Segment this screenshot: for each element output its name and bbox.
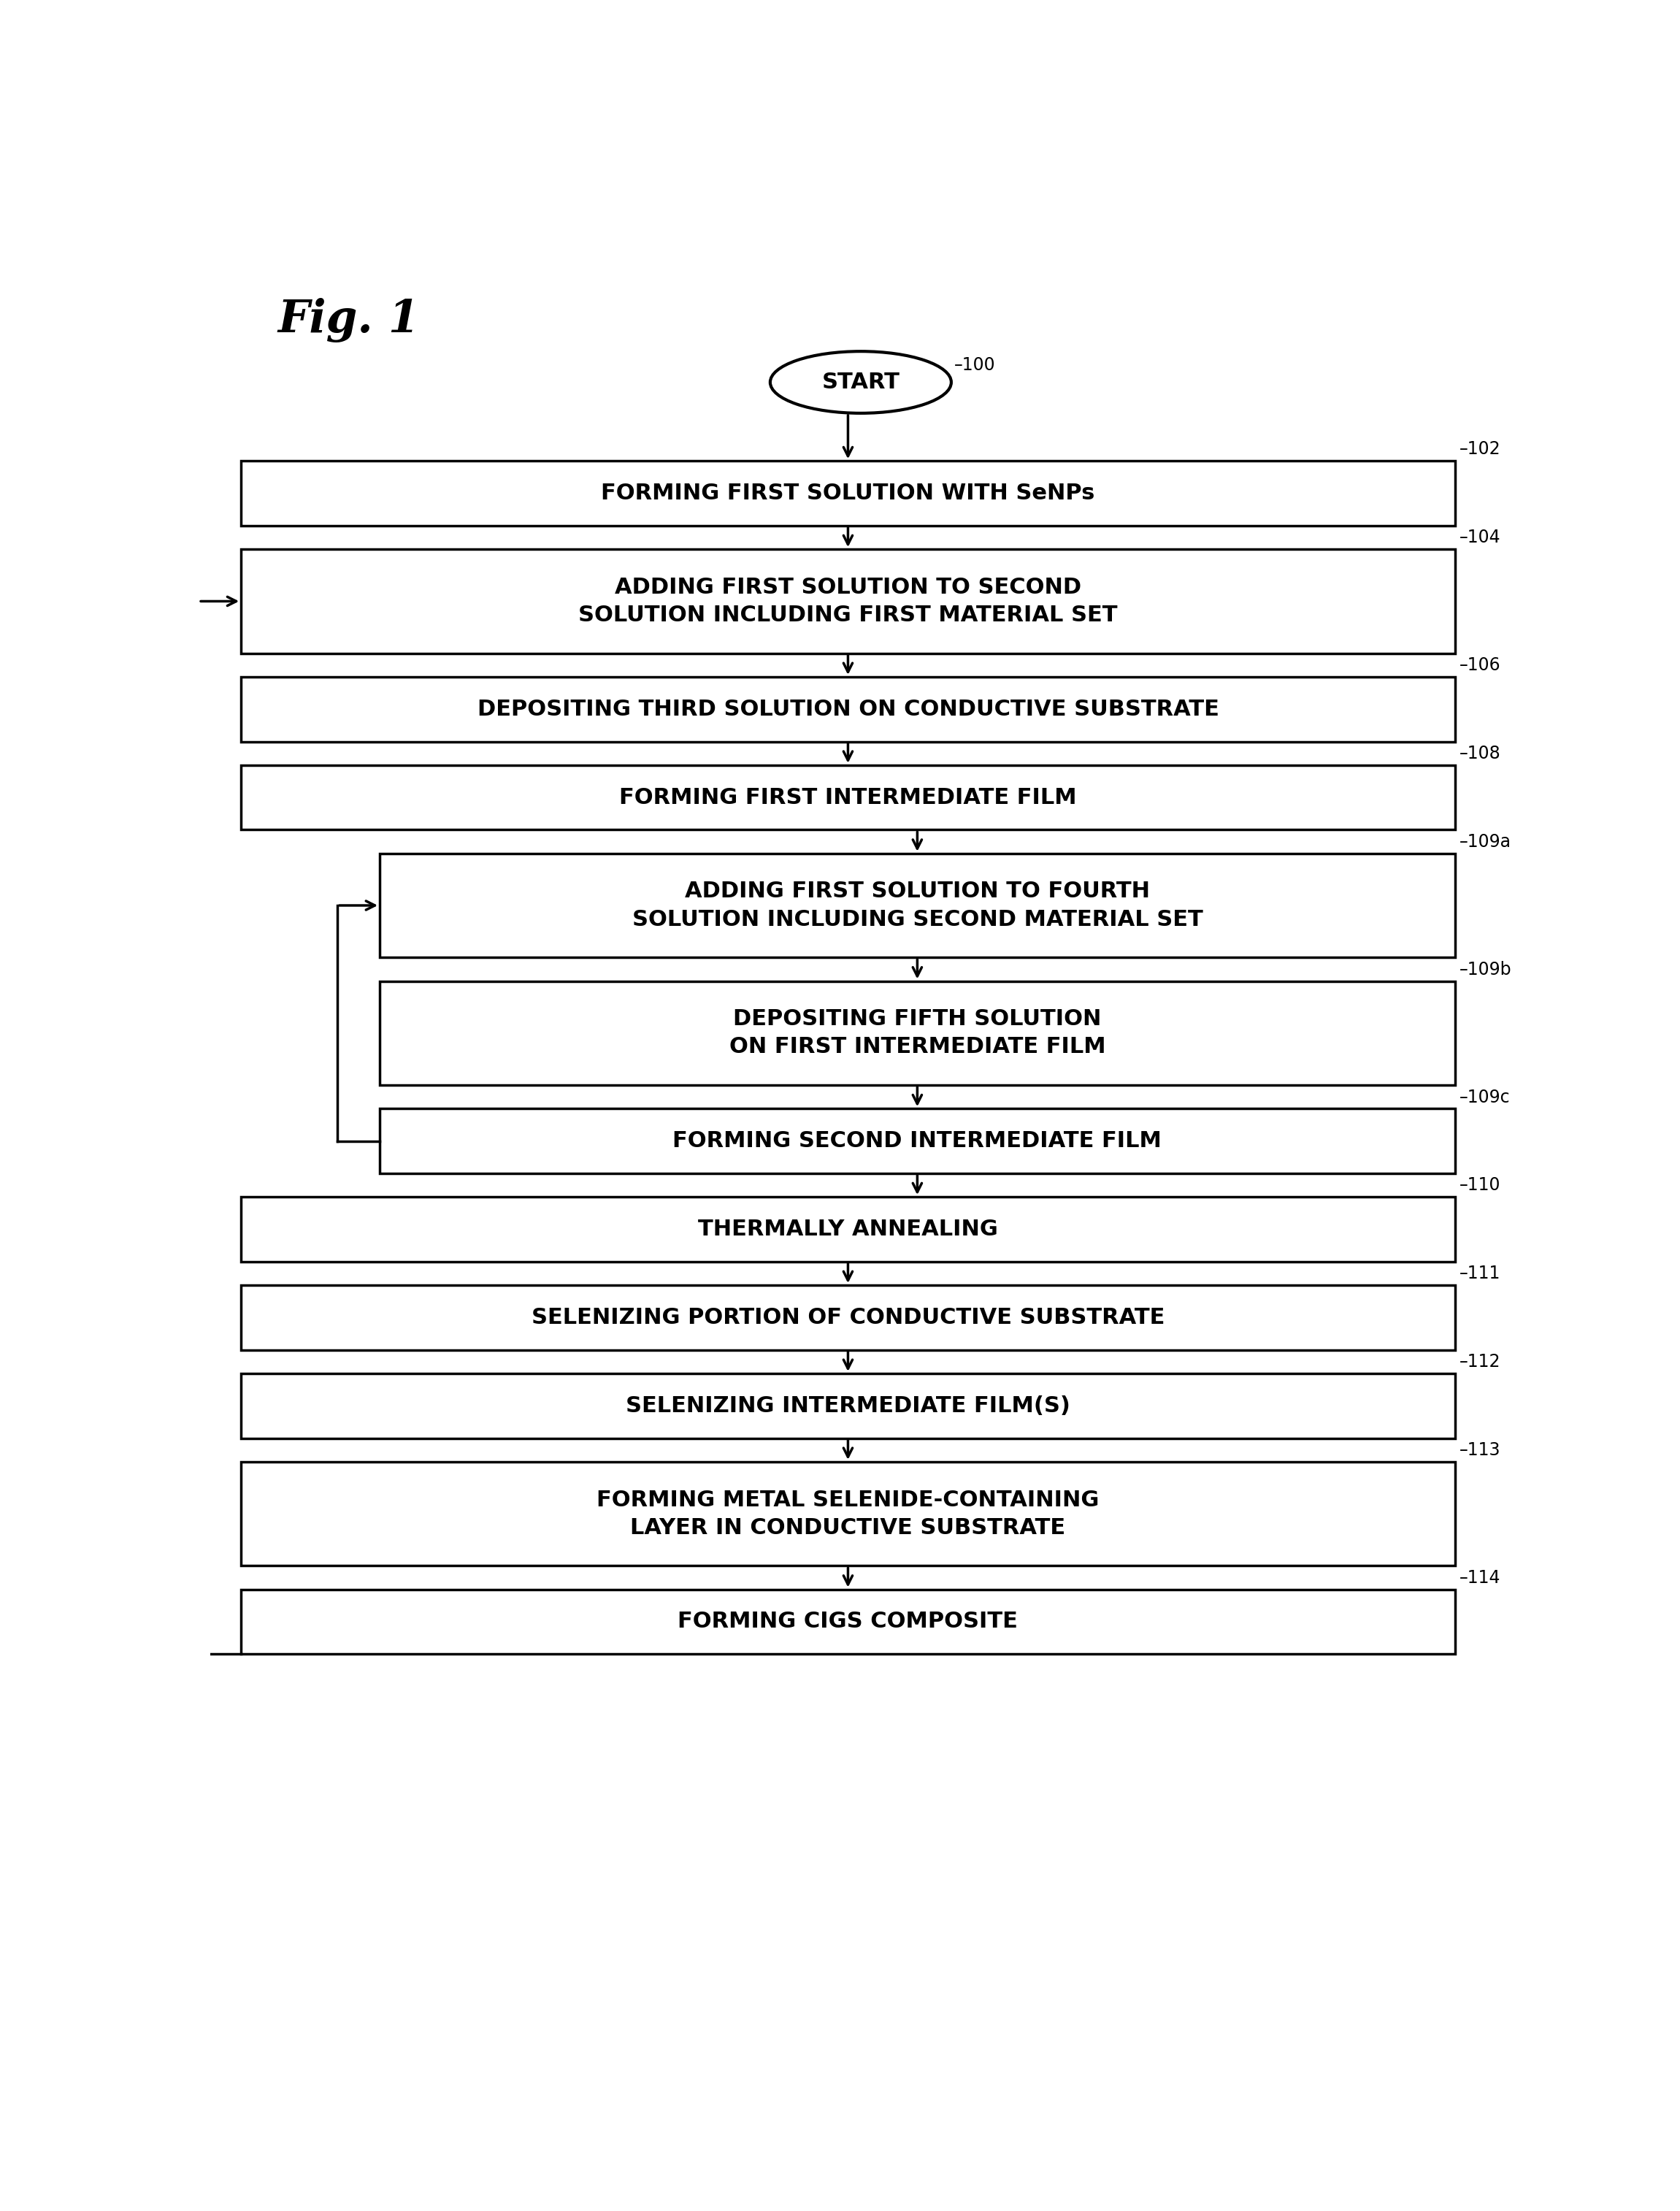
FancyBboxPatch shape	[242, 765, 1455, 829]
FancyBboxPatch shape	[242, 1285, 1455, 1351]
Text: FORMING FIRST INTERMEDIATE FILM: FORMING FIRST INTERMEDIATE FILM	[620, 787, 1077, 807]
FancyBboxPatch shape	[242, 1196, 1455, 1262]
Text: –102: –102	[1460, 440, 1500, 458]
Text: –112: –112	[1460, 1353, 1500, 1371]
Text: FORMING SECOND INTERMEDIATE FILM: FORMING SECOND INTERMEDIATE FILM	[672, 1130, 1163, 1152]
Text: START: START	[822, 371, 900, 394]
Text: –106: –106	[1460, 657, 1500, 674]
Text: –109a: –109a	[1460, 834, 1512, 851]
FancyBboxPatch shape	[242, 548, 1455, 652]
FancyBboxPatch shape	[242, 677, 1455, 741]
Text: SELENIZING PORTION OF CONDUCTIVE SUBSTRATE: SELENIZING PORTION OF CONDUCTIVE SUBSTRA…	[531, 1307, 1164, 1329]
Text: –104: –104	[1460, 528, 1500, 546]
Text: FORMING METAL SELENIDE-CONTAINING
LAYER IN CONDUCTIVE SUBSTRATE: FORMING METAL SELENIDE-CONTAINING LAYER …	[596, 1490, 1099, 1539]
FancyBboxPatch shape	[242, 1461, 1455, 1565]
Text: SELENIZING INTERMEDIATE FILM(S): SELENIZING INTERMEDIATE FILM(S)	[625, 1395, 1070, 1417]
Text: –111: –111	[1460, 1265, 1500, 1282]
FancyBboxPatch shape	[380, 982, 1455, 1086]
Text: –114: –114	[1460, 1570, 1500, 1587]
Text: THERMALLY ANNEALING: THERMALLY ANNEALING	[697, 1218, 998, 1240]
FancyBboxPatch shape	[242, 460, 1455, 526]
Text: DEPOSITING FIFTH SOLUTION
ON FIRST INTERMEDIATE FILM: DEPOSITING FIFTH SOLUTION ON FIRST INTER…	[729, 1008, 1105, 1057]
Text: –100: –100	[954, 356, 996, 374]
FancyBboxPatch shape	[242, 1373, 1455, 1437]
Text: –109b: –109b	[1460, 962, 1512, 977]
Text: Fig. 1: Fig. 1	[277, 298, 420, 343]
FancyBboxPatch shape	[380, 1108, 1455, 1174]
Text: FORMING FIRST SOLUTION WITH SeNPs: FORMING FIRST SOLUTION WITH SeNPs	[601, 482, 1095, 504]
Text: FORMING CIGS COMPOSITE: FORMING CIGS COMPOSITE	[679, 1612, 1018, 1632]
Text: ADDING FIRST SOLUTION TO SECOND
SOLUTION INCLUDING FIRST MATERIAL SET: ADDING FIRST SOLUTION TO SECOND SOLUTION…	[578, 577, 1117, 626]
Text: –110: –110	[1460, 1176, 1500, 1194]
Text: ADDING FIRST SOLUTION TO FOURTH
SOLUTION INCLUDING SECOND MATERIAL SET: ADDING FIRST SOLUTION TO FOURTH SOLUTION…	[632, 880, 1203, 931]
Text: –113: –113	[1460, 1442, 1500, 1459]
Text: –108: –108	[1460, 745, 1500, 763]
Text: DEPOSITING THIRD SOLUTION ON CONDUCTIVE SUBSTRATE: DEPOSITING THIRD SOLUTION ON CONDUCTIVE …	[477, 699, 1218, 721]
Text: –109c: –109c	[1460, 1088, 1510, 1106]
FancyBboxPatch shape	[380, 853, 1455, 957]
FancyBboxPatch shape	[242, 1590, 1455, 1654]
